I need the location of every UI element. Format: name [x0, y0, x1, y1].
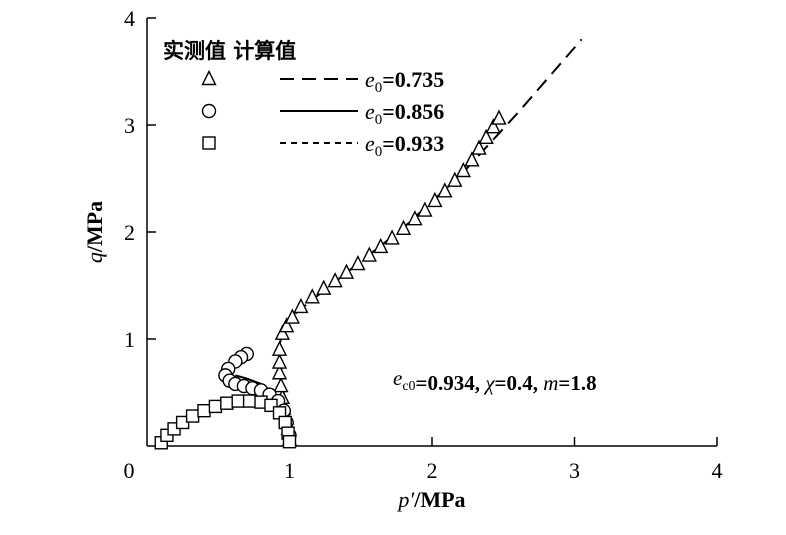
y-tick-label: 2: [124, 220, 135, 245]
legend-marker-circle: [201, 103, 217, 119]
measured-point-square: [231, 394, 245, 408]
measured-point-triangle: [316, 279, 332, 295]
legend-marker-triangle: [201, 69, 217, 86]
parameter-annotation: ec0=0.934, χ=0.4, m=1.8: [393, 366, 597, 395]
legend-label: e0=0.735: [365, 67, 444, 96]
measured-point-triangle: [274, 324, 291, 340]
measured-point-triangle: [471, 139, 487, 155]
measured-point-triangle: [491, 109, 507, 125]
y-tick-label: 1: [124, 327, 135, 352]
measured-point-triangle: [361, 246, 377, 262]
measured-point-triangle: [284, 308, 300, 324]
measured-point-triangle: [271, 353, 288, 369]
measured-point-triangle: [304, 288, 320, 304]
measured-point-square: [197, 403, 211, 418]
measured-point-triangle: [427, 191, 443, 208]
legend-marker-square: [202, 136, 216, 150]
x-axis-label: p′/MPa: [396, 487, 465, 512]
measured-point-triangle: [338, 263, 355, 279]
measured-point-triangle: [271, 340, 288, 356]
measured-point-square: [242, 394, 257, 408]
measured-point-square: [185, 409, 200, 423]
measured-point-square: [208, 399, 223, 414]
measured-point-square: [220, 396, 234, 410]
measured-point-triangle: [417, 201, 433, 217]
legend-header: 实测值 计算值: [163, 39, 296, 63]
measured-point-triangle: [395, 219, 412, 235]
x-tick-label: 1: [284, 458, 295, 483]
measured-point-triangle: [293, 297, 309, 314]
y-tick-label: 4: [124, 6, 135, 31]
x-tick-label: 2: [427, 458, 438, 483]
measured-point-triangle: [373, 237, 389, 254]
measured-point-triangle: [437, 182, 453, 198]
legend-label: e0=0.856: [365, 99, 444, 128]
measured-point-triangle: [485, 118, 501, 134]
axis-ticks: 0 1 2 3 4 1 2 3 4: [124, 6, 723, 483]
measured-point-triangle: [271, 364, 288, 380]
x-tick-label: 4: [712, 458, 723, 483]
measured-point-triangle: [350, 255, 366, 271]
measured-point-square: [282, 435, 297, 449]
x-tick-label: 0: [124, 458, 135, 483]
measured-point-triangle: [464, 151, 480, 167]
measured-point-triangle: [447, 171, 463, 187]
measured-point-triangle: [407, 210, 423, 226]
measured-point-triangle: [279, 317, 295, 333]
legend: 实测值 计算值 e0=0.735 e0=0.856 e0=0.933: [163, 39, 444, 160]
measured-point-triangle: [455, 161, 471, 178]
measured-point-triangle: [273, 377, 289, 393]
measured-point-triangle: [384, 229, 400, 245]
y-axis-label: q/MPa: [82, 201, 107, 263]
measured-markers: [154, 109, 507, 450]
measured-point-triangle: [478, 128, 494, 145]
legend-label: e0=0.933: [365, 131, 444, 160]
x-tick-label: 3: [569, 458, 580, 483]
measured-point-triangle: [327, 272, 343, 288]
y-tick-label: 3: [124, 113, 135, 138]
